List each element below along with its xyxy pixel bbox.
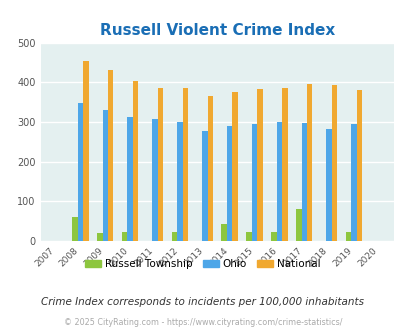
Bar bbox=[232, 92, 237, 241]
Bar bbox=[257, 89, 262, 241]
Bar bbox=[276, 122, 281, 241]
Bar bbox=[83, 61, 88, 241]
Bar bbox=[202, 131, 207, 241]
Bar bbox=[132, 81, 138, 241]
Bar bbox=[246, 232, 251, 241]
Bar bbox=[158, 88, 163, 241]
Bar bbox=[226, 126, 232, 241]
Bar bbox=[122, 232, 127, 241]
Bar bbox=[97, 233, 102, 241]
Bar bbox=[152, 119, 158, 241]
Bar bbox=[102, 110, 108, 241]
Bar bbox=[281, 88, 287, 241]
Bar bbox=[301, 123, 306, 241]
Bar bbox=[221, 224, 226, 241]
Text: Crime Index corresponds to incidents per 100,000 inhabitants: Crime Index corresponds to incidents per… bbox=[41, 297, 364, 307]
Bar bbox=[251, 124, 257, 241]
Bar bbox=[127, 116, 132, 241]
Bar bbox=[295, 209, 301, 241]
Bar bbox=[108, 70, 113, 241]
Bar bbox=[271, 232, 276, 241]
Bar bbox=[182, 88, 188, 241]
Title: Russell Violent Crime Index: Russell Violent Crime Index bbox=[99, 22, 334, 38]
Bar bbox=[207, 96, 213, 241]
Bar bbox=[171, 232, 177, 241]
Legend: Russell Township, Ohio, National: Russell Township, Ohio, National bbox=[81, 255, 324, 274]
Bar bbox=[356, 90, 361, 241]
Bar bbox=[177, 122, 182, 241]
Bar bbox=[306, 84, 312, 241]
Bar bbox=[331, 85, 337, 241]
Bar bbox=[72, 217, 77, 241]
Text: © 2025 CityRating.com - https://www.cityrating.com/crime-statistics/: © 2025 CityRating.com - https://www.city… bbox=[64, 318, 341, 327]
Bar bbox=[77, 104, 83, 241]
Bar bbox=[345, 232, 350, 241]
Bar bbox=[350, 124, 356, 241]
Bar bbox=[326, 129, 331, 241]
